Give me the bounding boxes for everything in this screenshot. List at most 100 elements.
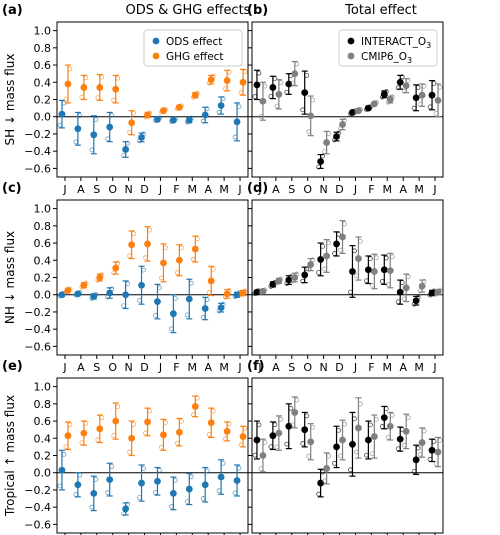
member-marker — [278, 276, 284, 282]
member-marker — [369, 282, 375, 288]
panel-label: (d) — [247, 181, 268, 196]
member-marker — [206, 290, 212, 296]
y-tick-label: 0.6 — [34, 415, 52, 428]
data-point — [364, 266, 372, 274]
member-marker — [300, 278, 306, 284]
data-point — [64, 80, 72, 88]
data-point — [122, 291, 130, 299]
member-marker — [77, 113, 83, 119]
y-tick-label: 0.2 — [34, 94, 52, 107]
legend-box — [143, 29, 243, 67]
panel-label: (b) — [247, 3, 268, 18]
member-marker — [395, 85, 401, 91]
member-marker — [153, 489, 158, 495]
y-tick-label: 0.2 — [34, 450, 52, 463]
member-marker — [304, 72, 310, 78]
right-column-title: Total effect — [344, 3, 417, 18]
member-marker — [284, 281, 290, 286]
member-marker — [89, 296, 95, 301]
member-marker — [268, 444, 274, 450]
member-marker — [238, 90, 244, 96]
member-marker — [111, 270, 117, 276]
member-marker — [93, 291, 99, 297]
member-marker — [290, 278, 296, 284]
data-point — [317, 256, 325, 263]
member-marker — [216, 488, 222, 494]
left-column-title: ODS & GHG effects — [126, 3, 251, 18]
member-marker — [159, 275, 164, 281]
x-tick-label: J — [62, 183, 66, 196]
member-marker — [437, 84, 443, 90]
data-point — [185, 295, 193, 303]
y-tick-label: 0.0 — [34, 467, 52, 480]
member-marker — [399, 280, 405, 285]
data-point — [96, 274, 104, 281]
member-marker — [300, 441, 306, 446]
x-tick-label: O — [303, 183, 312, 196]
member-marker — [389, 94, 395, 100]
member-marker — [143, 430, 148, 436]
member-marker — [77, 290, 83, 295]
member-marker — [310, 257, 316, 263]
member-marker — [294, 397, 300, 403]
member-marker — [63, 96, 69, 102]
member-marker — [421, 278, 427, 284]
member-marker — [95, 437, 101, 443]
member-marker — [437, 437, 443, 443]
member-marker — [326, 453, 332, 459]
member-marker — [222, 436, 228, 442]
data-point — [323, 465, 331, 472]
member-marker — [83, 280, 89, 286]
member-marker — [105, 294, 111, 300]
member-marker — [127, 253, 133, 259]
member-marker — [236, 104, 242, 110]
member-marker — [178, 245, 184, 251]
member-marker — [115, 404, 121, 409]
member-marker — [143, 255, 148, 261]
member-marker — [105, 136, 111, 142]
member-marker — [310, 424, 316, 430]
member-marker — [226, 288, 232, 293]
member-marker — [147, 408, 152, 414]
data-point — [380, 414, 388, 422]
member-marker — [190, 257, 196, 262]
member-marker — [89, 147, 95, 153]
data-point — [175, 428, 183, 436]
legend-marker-ghg — [152, 52, 160, 60]
data-point — [418, 439, 426, 446]
data-point — [191, 245, 199, 253]
member-marker — [157, 115, 162, 121]
member-marker — [222, 294, 228, 300]
x-tick-label: D — [140, 183, 148, 196]
x-tick-label: D — [335, 361, 343, 374]
member-marker — [125, 281, 131, 287]
member-marker — [141, 131, 146, 137]
member-marker — [278, 416, 284, 422]
member-marker — [300, 107, 306, 113]
data-point — [80, 281, 88, 289]
data-point — [144, 111, 151, 119]
data-point — [307, 261, 315, 268]
x-tick-label: M — [188, 183, 198, 196]
member-marker — [405, 415, 411, 421]
legend-label-ghg: GHG effect — [166, 51, 224, 63]
member-marker — [274, 444, 280, 450]
member-marker — [121, 303, 127, 309]
member-marker — [322, 149, 328, 154]
member-marker — [159, 444, 164, 450]
member-marker — [200, 496, 206, 501]
member-marker — [190, 94, 196, 100]
member-marker — [200, 118, 206, 124]
member-marker — [79, 440, 85, 446]
data-point — [201, 305, 209, 312]
member-marker — [256, 70, 262, 76]
y-axis-label: SH ↓ mass flux — [3, 54, 17, 146]
data-point — [185, 116, 193, 124]
data-point — [323, 252, 331, 260]
x-tick-label: S — [288, 361, 295, 374]
data-point — [169, 489, 177, 497]
member-marker — [437, 287, 443, 293]
member-marker — [67, 422, 73, 428]
x-tick-label: J — [353, 183, 357, 196]
